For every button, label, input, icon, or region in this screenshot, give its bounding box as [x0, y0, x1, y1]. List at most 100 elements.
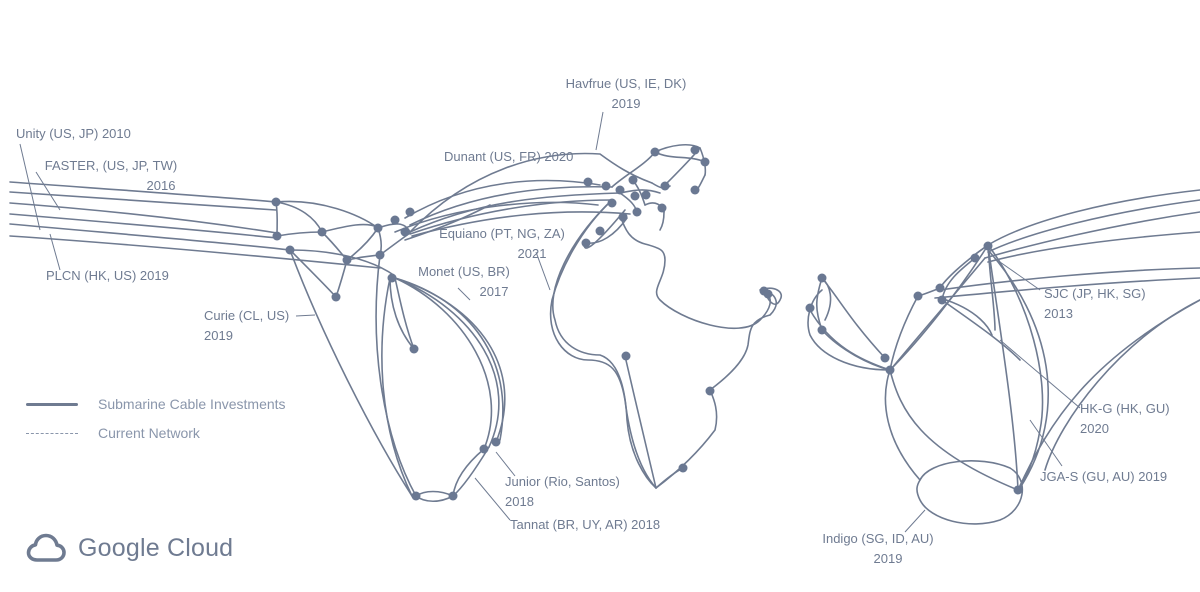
leader-line	[999, 339, 1081, 409]
cable-path	[987, 189, 1200, 246]
cable-label-year: 2018	[505, 494, 534, 509]
landing-node	[373, 223, 383, 233]
landing-node	[615, 185, 625, 195]
landing-node	[317, 227, 327, 237]
cable-path	[916, 460, 1024, 525]
cable-label-monet: Monet (US, BR) 2017	[412, 262, 516, 302]
cable-path	[409, 185, 613, 226]
cable-path	[659, 211, 665, 231]
cable-path	[821, 329, 891, 371]
cable-label-name: Indigo (SG, ID, AU)	[822, 531, 934, 546]
cable-path	[321, 231, 348, 261]
cable-label-name: Curie (CL, US)	[204, 308, 290, 323]
cable-path	[807, 289, 891, 371]
cable-path	[452, 448, 485, 497]
cable-path	[404, 204, 491, 241]
cable-path	[394, 201, 599, 233]
cable-label-year: 2021	[517, 246, 547, 261]
cable-path	[289, 249, 337, 298]
leader-line	[535, 251, 551, 291]
landing-node	[375, 250, 385, 260]
legend-label: Submarine Cable Investments	[98, 396, 286, 412]
cable-path	[394, 277, 504, 441]
cable-label-name: HK-G (HK, GU)	[1080, 401, 1170, 416]
landing-node	[400, 227, 410, 237]
legend-label: Current Network	[98, 425, 200, 441]
cable-path	[987, 244, 996, 331]
leader-line	[904, 509, 926, 533]
cable-label-hkg: HK-G (HK, GU) 2020	[1080, 399, 1170, 439]
landing-node	[607, 198, 617, 208]
cable-path	[759, 287, 782, 305]
landing-node	[632, 207, 642, 217]
cable-path	[389, 277, 415, 350]
cable-label-dunant: Dunant (US, FR) 2020	[444, 147, 573, 167]
leader-line	[35, 171, 61, 211]
cable-path	[1044, 299, 1200, 471]
landing-node	[595, 226, 605, 236]
landing-node	[935, 283, 945, 293]
cable-path	[552, 199, 657, 489]
cable-label-year: 2017	[479, 284, 509, 299]
cable-path	[394, 277, 415, 350]
cable-path	[987, 231, 1200, 263]
leader-line	[474, 477, 511, 521]
landing-node	[409, 344, 419, 354]
landing-node	[657, 203, 667, 213]
cable-label-indigo: Indigo (SG, ID, AU) 2019	[816, 529, 940, 569]
leader-line	[457, 287, 471, 301]
landing-node	[405, 207, 415, 217]
cable-label-name: Junior (Rio, Santos)	[505, 474, 620, 489]
cable-path	[987, 244, 1044, 491]
cable-path	[375, 254, 417, 497]
landing-node	[387, 273, 397, 283]
legend-swatch-dashed	[26, 432, 78, 434]
cable-label-name: Equiano (PT, NG, ZA)	[439, 226, 565, 241]
cable-label-year: 2013	[1044, 306, 1073, 321]
cable-path	[891, 257, 986, 369]
cable-label-havfrue: Havfrue (US, IE, DK) 2019	[556, 74, 696, 114]
landing-node	[983, 241, 993, 251]
landing-node	[272, 231, 282, 241]
landing-node	[763, 289, 773, 299]
landing-node	[601, 181, 611, 191]
cable-label-name: JGA-S (GU, AU) 2019	[1040, 469, 1168, 484]
landing-node	[583, 177, 593, 187]
cable-label-name: PLCN (HK, US) 2019	[46, 268, 169, 283]
leader-line	[49, 233, 61, 271]
cable-path	[275, 201, 323, 233]
cable-path	[987, 244, 1019, 491]
landing-node	[479, 444, 489, 454]
leader-line	[295, 314, 316, 317]
cable-path	[275, 200, 379, 229]
cloud-icon	[26, 533, 66, 562]
cable-path	[275, 201, 279, 237]
landing-node	[817, 325, 827, 335]
landing-node	[690, 145, 700, 155]
cable-label-faster: FASTER, (US, JP, TW) 2016	[36, 156, 186, 196]
landing-node	[285, 245, 295, 255]
landing-node	[913, 291, 923, 301]
cable-path	[889, 369, 1019, 491]
landing-node	[700, 157, 710, 167]
cable-label-year: 2019	[204, 328, 233, 343]
leader-line	[495, 451, 516, 477]
cable-path	[276, 231, 323, 237]
landing-node	[630, 191, 640, 201]
landing-node	[641, 190, 651, 200]
landing-node	[937, 295, 947, 305]
cable-path	[289, 249, 413, 497]
leader-line	[19, 143, 41, 231]
cable-path	[1017, 299, 1200, 491]
landing-node	[411, 491, 421, 501]
cable-path	[9, 235, 381, 269]
landing-node	[705, 386, 715, 396]
cable-path	[381, 277, 413, 497]
cable-label-name: Havfrue (US, IE, DK)	[565, 76, 687, 91]
cable-label-year: 2020	[1080, 421, 1109, 436]
cable-label-junior: Junior (Rio, Santos) 2018	[505, 472, 620, 512]
cable-path	[941, 299, 1021, 361]
cable-label-tannat: Tannat (BR, UY, AR) 2018	[510, 515, 660, 535]
cable-path	[411, 211, 631, 237]
landing-node	[271, 197, 281, 207]
